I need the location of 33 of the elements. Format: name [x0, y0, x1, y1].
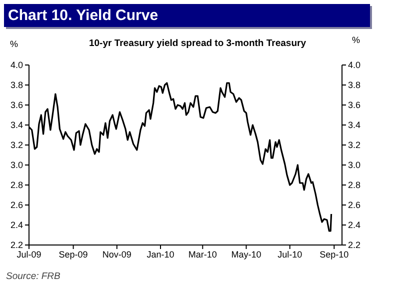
y-tick-label: 3.4	[10, 120, 23, 130]
y-tick-label: 2.2	[10, 240, 23, 250]
x-tick-label: Nov-09	[102, 249, 132, 260]
chart-subtitle: 10-yr Treasury yield spread to 3-month Treasury	[88, 38, 306, 49]
x-tick-label: Mar-10	[188, 249, 217, 260]
y-tick-label: 2.6	[10, 200, 23, 210]
y-tick-label: 2.4	[10, 220, 23, 230]
y2-tick-label: 3.2	[348, 140, 361, 150]
chart-title: Chart 10. Yield Curve	[4, 4, 370, 27]
y2-tick-label: 3.6	[348, 100, 361, 110]
y2-tick-label: 2.2	[348, 240, 361, 250]
y-tick-label: 3.2	[10, 140, 23, 150]
y-tick-label: 2.8	[10, 180, 23, 190]
y-axis-title: %	[10, 39, 18, 49]
y-tick-label: 3.8	[10, 80, 23, 90]
x-tick-label: Sep-09	[58, 249, 88, 260]
y2-tick-label: 2.4	[348, 220, 361, 230]
y-tick-label: 4.0	[10, 60, 23, 70]
y2-tick-label: 3.4	[348, 120, 361, 130]
x-tick-label: May-10	[231, 249, 262, 260]
y2-tick-label: 2.8	[348, 180, 361, 190]
x-tick-label: Sep-10	[320, 249, 349, 260]
x-tick-label: Jan-10	[146, 249, 174, 260]
y2-tick-label: 3.8	[348, 80, 361, 90]
x-tick-label: Jul-10	[278, 249, 302, 260]
y-tick-label: 3.0	[10, 160, 23, 170]
source-note: Source: FRB	[6, 271, 60, 282]
y2-tick-label: 4.0	[348, 60, 361, 70]
y2-axis-title: %	[352, 35, 360, 45]
x-tick-label: Jul-09	[16, 249, 42, 260]
y2-tick-label: 2.6	[348, 200, 361, 210]
y2-tick-label: 3.0	[348, 160, 361, 170]
y-tick-label: 3.6	[10, 100, 23, 110]
